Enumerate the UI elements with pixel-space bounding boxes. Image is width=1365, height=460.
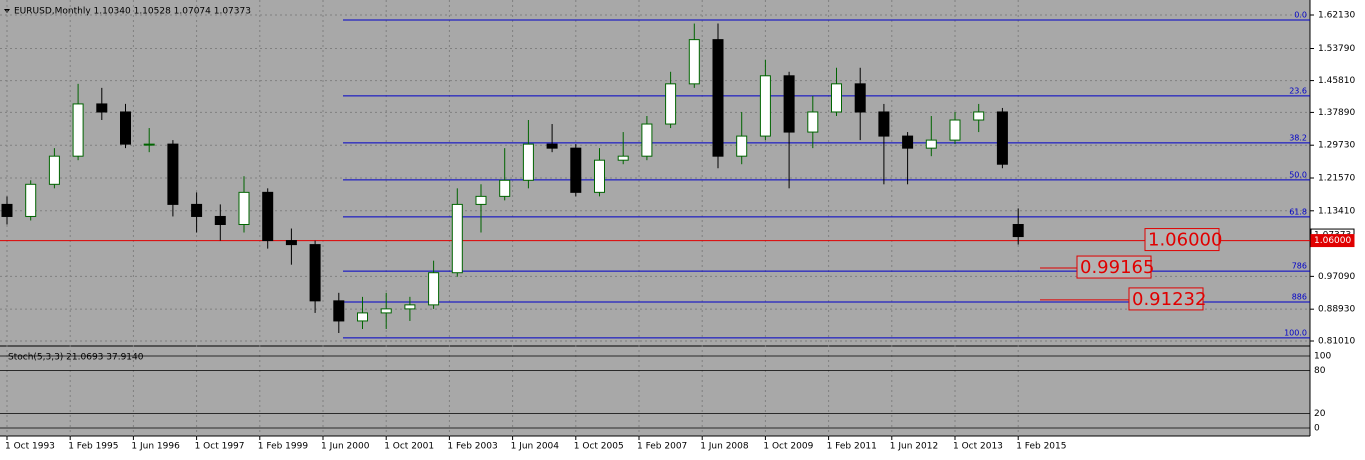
price-label-box xyxy=(1144,228,1220,252)
candle-body xyxy=(428,272,440,306)
y-tick-label: 1.21570 xyxy=(1318,174,1355,184)
fib-label: 0.0 xyxy=(1294,10,1307,19)
candle-body xyxy=(617,155,629,161)
axis-price-box xyxy=(1310,234,1355,248)
candle-body xyxy=(854,83,866,113)
candle-body xyxy=(120,111,131,145)
candle-body xyxy=(451,203,463,274)
x-tick-label: 1 Oct 2005 xyxy=(574,442,624,452)
candle-body xyxy=(475,195,487,205)
candle-body xyxy=(759,75,771,137)
fib-label: 786 xyxy=(1292,262,1307,271)
price-label: 0.99165 xyxy=(1080,257,1154,278)
y-tick-label: 1.13410 xyxy=(1318,206,1355,216)
x-tick-label: 1 Jun 2004 xyxy=(511,442,560,452)
candle-body xyxy=(783,75,795,133)
candle-body xyxy=(546,143,558,149)
x-tick-label: 1 Feb 2007 xyxy=(637,442,687,452)
x-tick-label: 1 Jun 2008 xyxy=(700,442,749,452)
indicator-tick-label: 0 xyxy=(1314,424,1320,434)
candle-body xyxy=(167,143,179,205)
candle-body xyxy=(594,159,605,193)
time-axis xyxy=(0,436,1310,456)
indicator-tick-label: 20 xyxy=(1314,409,1326,419)
price-label-box xyxy=(1076,255,1152,279)
y-tick-label: 1.37890 xyxy=(1318,108,1355,118)
candle-body xyxy=(72,103,84,157)
price-label-box xyxy=(1128,287,1204,311)
candle-body xyxy=(214,215,226,225)
candle-body xyxy=(807,111,819,133)
indicator-tick-label: 80 xyxy=(1314,366,1326,376)
price-label: 0.91232 xyxy=(1132,289,1206,310)
candle-body xyxy=(333,300,345,322)
fib-label: 38.2 xyxy=(1289,133,1307,142)
y-tick-label: 0.97090 xyxy=(1318,272,1355,282)
indicator-tick-label: 100 xyxy=(1314,352,1331,362)
y-tick-label: 1.29730 xyxy=(1318,141,1355,151)
x-tick-label: 1 Jun 2000 xyxy=(321,442,370,452)
y-tick-label: 0.88930 xyxy=(1318,305,1355,315)
x-tick-label: 1 Jun 1996 xyxy=(131,442,180,452)
candle-body xyxy=(238,191,250,225)
fib-label: 23.6 xyxy=(1289,86,1307,95)
fib-label: 50.0 xyxy=(1289,170,1307,179)
candle-body xyxy=(688,39,700,85)
candle-body xyxy=(191,203,203,217)
x-tick-label: 1 Oct 2001 xyxy=(384,442,434,452)
y-tick-label: 0.81010 xyxy=(1318,337,1355,347)
candle-body xyxy=(48,155,60,185)
candle-body xyxy=(522,143,534,181)
candle-body xyxy=(309,244,321,302)
candle-body xyxy=(1,203,13,217)
candle-body xyxy=(902,135,914,149)
candle-body xyxy=(404,304,416,310)
candle-body xyxy=(949,119,961,141)
x-tick-label: 1 Oct 2013 xyxy=(953,442,1003,452)
x-tick-label: 1 Jun 2012 xyxy=(890,442,938,452)
x-tick-label: 1 Oct 1993 xyxy=(5,442,55,452)
candle-body xyxy=(570,147,582,193)
candle-body xyxy=(996,111,1008,165)
candle-body xyxy=(25,183,37,217)
price-axis xyxy=(1310,0,1365,456)
x-tick-label: 1 Feb 1999 xyxy=(258,442,309,452)
fib-label: 886 xyxy=(1292,293,1307,302)
candle-body xyxy=(878,111,890,137)
candle-body xyxy=(712,39,724,157)
candle-body xyxy=(831,83,842,113)
x-tick-label: 1 Oct 1997 xyxy=(195,442,245,452)
candle-body xyxy=(285,240,297,246)
candle-body xyxy=(925,139,937,149)
candle-body xyxy=(143,143,155,146)
x-tick-label: 1 Feb 2015 xyxy=(1016,442,1066,452)
candle-body xyxy=(665,83,677,125)
indicator-title: Stoch(5,3,3) 21.0693 37.9140 xyxy=(8,353,144,363)
y-tick-label: 1.53790 xyxy=(1318,44,1355,54)
y-tick-label: 1.45810 xyxy=(1318,76,1355,86)
candle-body xyxy=(357,312,368,322)
fib-label: 61.8 xyxy=(1289,207,1307,216)
candle-body xyxy=(96,103,108,113)
candle-body xyxy=(499,179,511,197)
x-tick-label: 1 Feb 2003 xyxy=(447,442,497,452)
fib-label: 100.0 xyxy=(1284,328,1307,337)
candle-body xyxy=(641,123,653,157)
candle-body xyxy=(736,135,748,157)
candle-body xyxy=(262,191,274,242)
candle-body xyxy=(1012,223,1024,238)
axis-price-label: 1.06000 xyxy=(1314,236,1351,246)
candle-body xyxy=(380,308,392,314)
candle-body xyxy=(973,111,985,121)
y-tick-label: 1.62130 xyxy=(1318,11,1355,21)
price-label: 1.06000 xyxy=(1148,230,1222,251)
x-tick-label: 1 Feb 1995 xyxy=(68,442,118,452)
chart-title: EURUSD,Monthly 1.10340 1.10528 1.07074 1… xyxy=(14,7,251,17)
x-tick-label: 1 Feb 2011 xyxy=(827,442,877,452)
x-tick-label: 1 Oct 2009 xyxy=(763,442,813,452)
